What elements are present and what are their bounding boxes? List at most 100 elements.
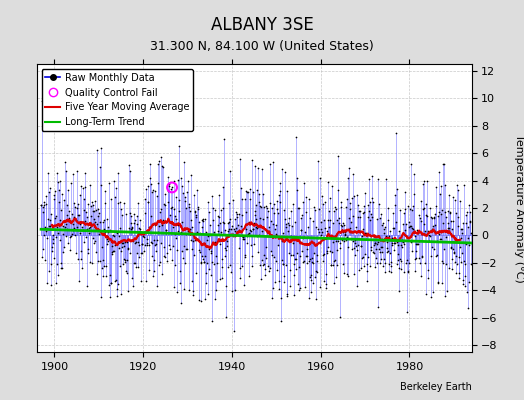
Point [96,219,104,226]
Point [189,238,198,244]
Point [149,273,157,280]
Point [249,189,258,196]
Point [286,283,294,290]
Point [228,288,236,294]
Point [293,187,302,193]
Point [209,241,217,248]
Point [107,280,116,286]
Point [189,292,198,298]
Point [351,240,359,246]
Point [380,256,388,262]
Point [106,196,115,202]
Point [217,229,225,236]
Point [232,209,240,216]
Point [93,220,101,227]
Point [144,183,152,190]
Point [136,226,144,232]
Point [223,228,232,234]
Point [108,251,117,258]
Point [349,238,357,244]
Point [124,246,133,252]
Point [127,275,136,281]
Point [249,226,257,232]
Point [430,214,439,221]
Point [362,236,370,242]
Point [188,246,196,252]
Point [417,272,425,279]
Point [127,226,135,232]
Point [73,168,81,175]
Point [203,236,211,243]
Point [290,272,298,278]
Point [232,231,241,237]
Point [112,277,121,283]
Point [248,157,256,163]
Point [114,170,122,176]
Point [363,268,372,274]
Point [183,228,192,235]
Point [238,263,246,269]
Point [385,268,393,274]
Point [412,255,420,261]
Point [462,212,471,218]
Point [199,256,208,262]
Point [172,194,180,200]
Point [263,204,271,211]
Point [291,219,299,226]
Point [272,231,280,237]
Point [46,185,54,191]
Point [226,262,235,268]
Point [257,257,266,263]
Point [152,237,161,243]
Point [306,256,314,262]
Point [168,204,176,211]
Point [366,199,374,206]
Point [408,225,416,232]
Point [196,259,205,266]
Point [330,258,338,264]
Point [171,216,180,222]
Point [281,215,289,222]
Point [106,294,114,300]
Point [100,217,108,224]
Point [192,270,200,277]
Point [444,225,453,231]
Point [300,180,308,186]
Point [358,253,367,260]
Point [237,184,245,191]
Point [122,211,130,218]
Point [182,231,190,238]
Point [454,222,463,229]
Point [376,259,384,266]
Point [184,225,192,232]
Point [407,239,416,245]
Point [121,257,129,263]
Point [354,214,362,220]
Point [107,249,116,255]
Point [77,256,85,263]
Point [420,221,428,227]
Point [154,180,162,186]
Point [95,231,103,237]
Point [137,241,146,247]
Point [83,283,92,289]
Point [365,217,374,224]
Point [275,278,283,285]
Point [458,230,466,237]
Point [286,236,294,243]
Point [359,262,368,269]
Point [418,253,427,260]
Point [246,186,254,192]
Point [402,260,410,266]
Point [101,229,110,235]
Point [436,235,444,242]
Point [218,256,226,262]
Point [135,241,143,248]
Point [118,244,126,250]
Point [193,206,202,212]
Point [305,295,313,301]
Point [251,163,259,169]
Point [118,240,127,246]
Point [83,201,92,207]
Point [455,198,464,204]
